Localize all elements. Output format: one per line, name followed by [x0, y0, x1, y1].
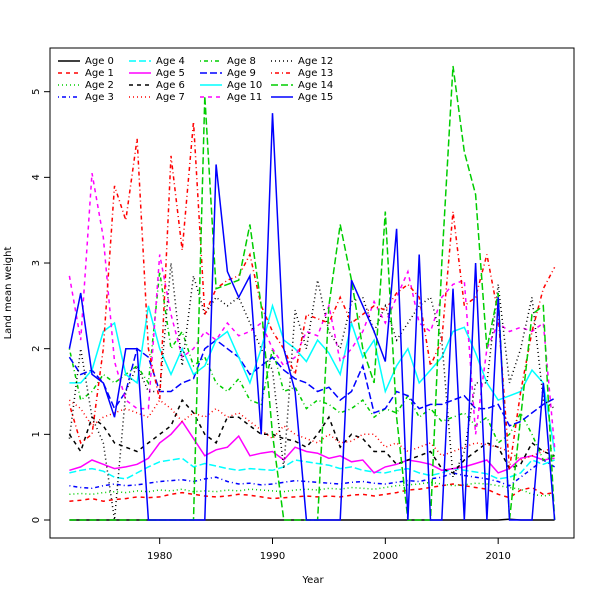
legend-label: Age 9 [227, 68, 256, 79]
series-line [69, 420, 555, 474]
plot-frame [49, 47, 575, 539]
series-line [68, 339, 555, 427]
legend-label: Age 11 [227, 92, 262, 103]
legend-label: Age 14 [298, 80, 333, 91]
series-line [68, 172, 556, 448]
y-tick-label: 2 [31, 345, 42, 351]
legend-label: Age 6 [156, 80, 185, 91]
x-tick-label: 1990 [260, 551, 285, 562]
x-tick-label: 2000 [373, 551, 398, 562]
series-line [69, 459, 555, 490]
legend-label: Age 10 [227, 80, 262, 91]
series-line [69, 481, 555, 497]
x-tick-label: 1980 [147, 551, 172, 562]
legend-label: Age 13 [298, 68, 333, 79]
series-line [69, 457, 555, 480]
legend-label: Age 7 [156, 92, 185, 103]
legend-label: Age 0 [85, 56, 114, 67]
legend-label: Age 12 [298, 56, 333, 67]
y-axis-label: Land mean weight [3, 247, 14, 340]
legend-label: Age 1 [85, 68, 114, 79]
legend-label: Age 5 [156, 68, 185, 79]
legend-label: Age 8 [227, 56, 256, 67]
y-tick-label: 1 [31, 431, 42, 437]
legend-label: Age 15 [298, 92, 333, 103]
series-line [69, 303, 556, 452]
x-tick-label: 2010 [485, 551, 510, 562]
x-axis-label: Year [301, 575, 324, 586]
series-line [68, 399, 555, 461]
series-line [68, 121, 556, 469]
y-tick-label: 4 [31, 174, 42, 180]
legend-label: Age 3 [85, 92, 114, 103]
y-tick-label: 5 [31, 89, 42, 95]
y-tick-label: 0 [31, 517, 42, 523]
legend-label: Age 4 [156, 56, 185, 67]
series-line [68, 113, 556, 521]
series-line [69, 483, 555, 502]
y-tick-label: 3 [31, 260, 42, 266]
legend-label: Age 2 [85, 80, 114, 91]
